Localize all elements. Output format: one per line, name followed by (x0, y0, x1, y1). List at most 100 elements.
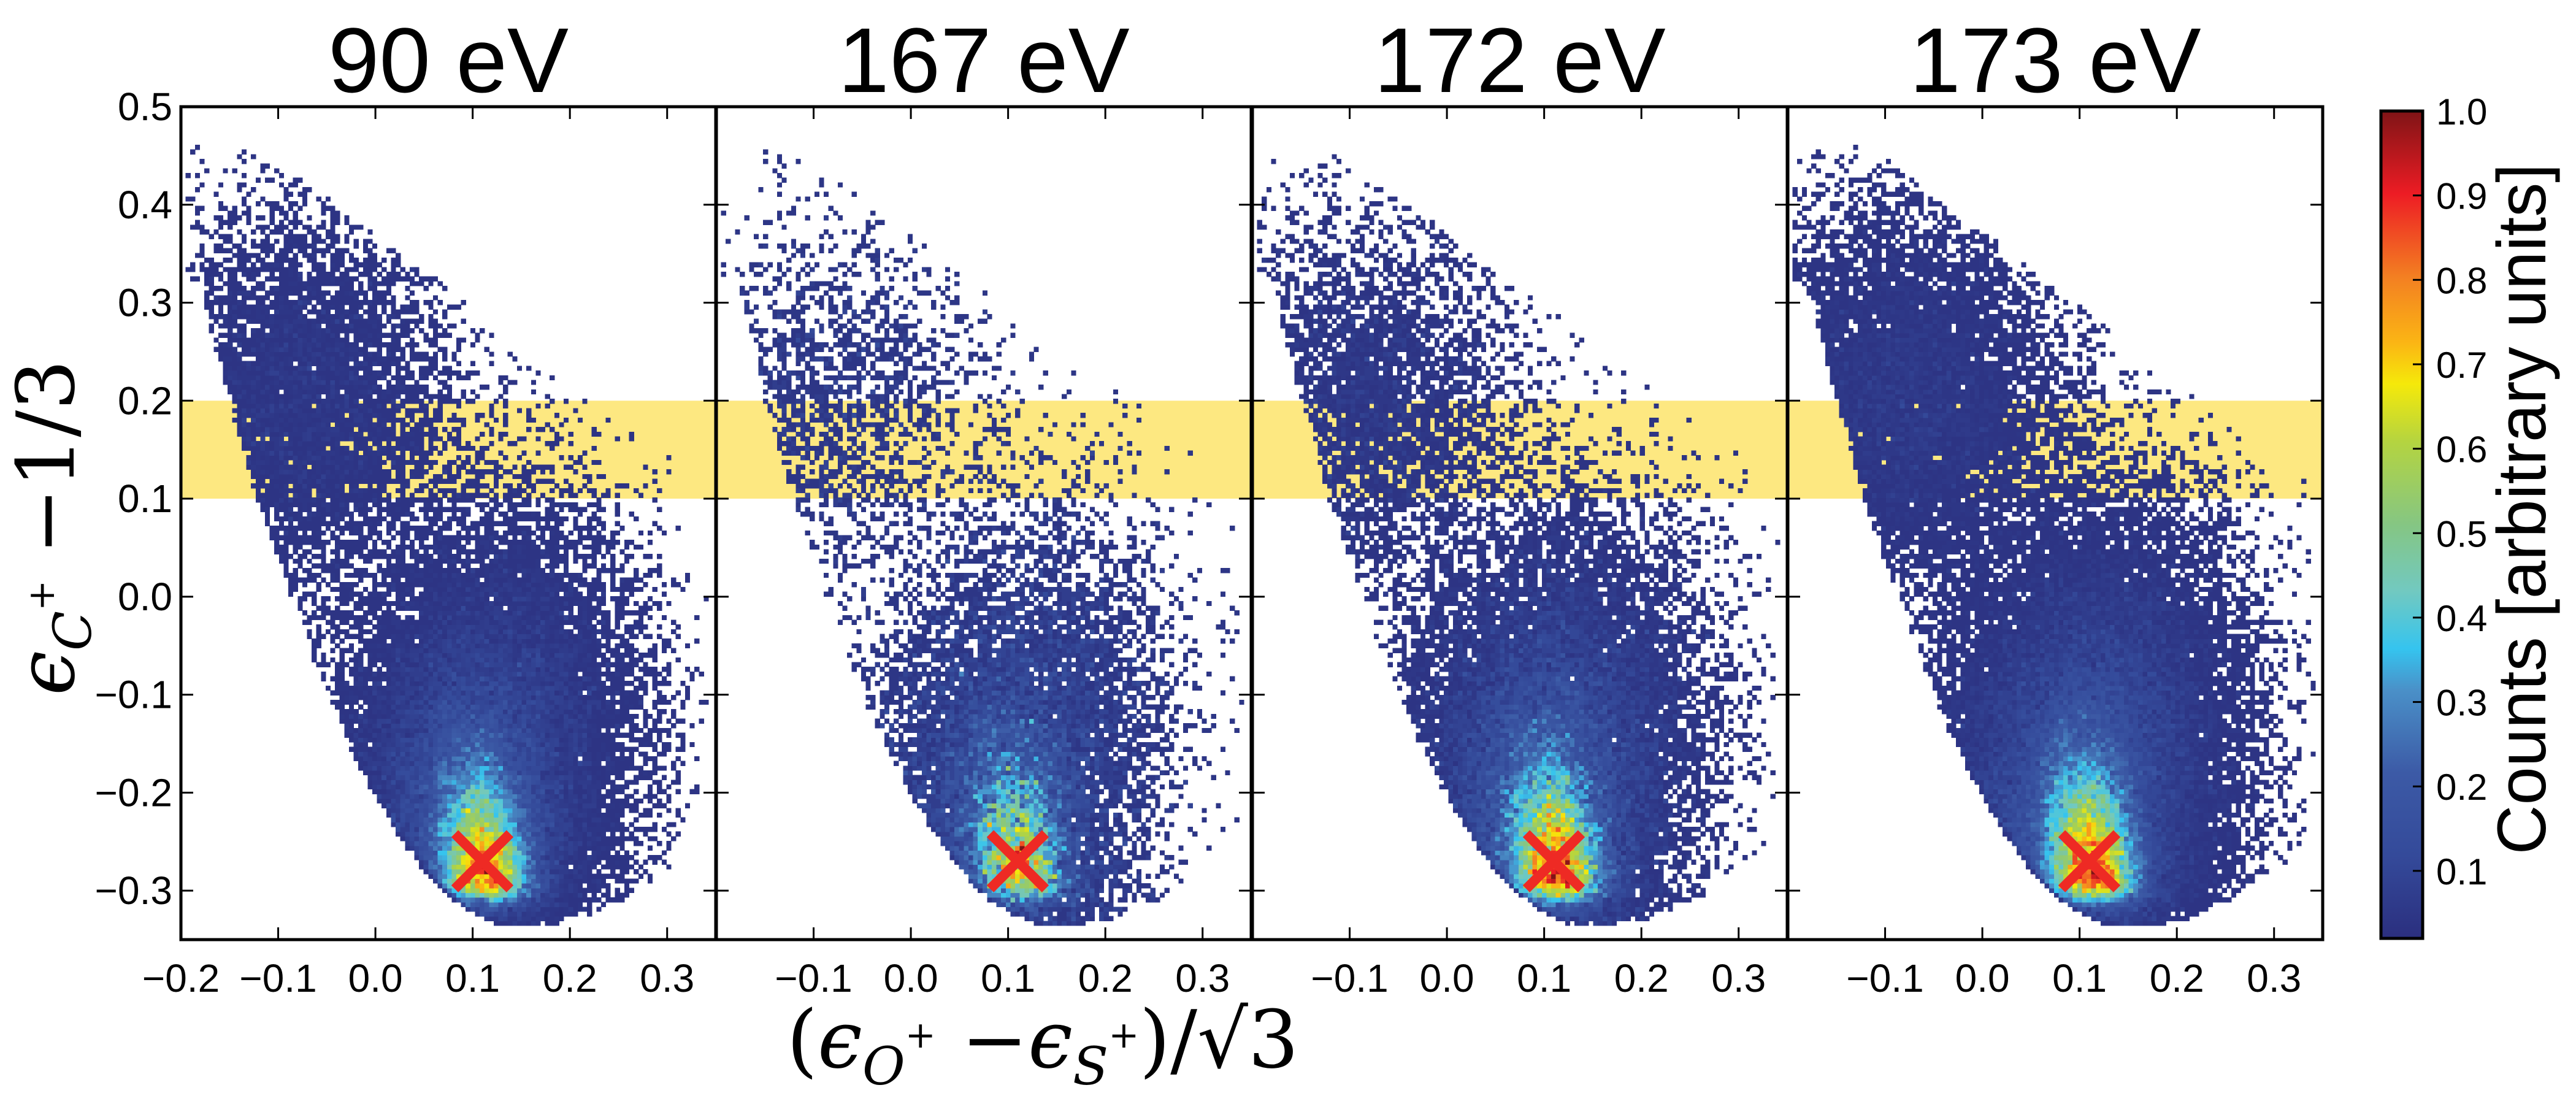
heatmap-bin (550, 808, 554, 813)
heatmap-bin (428, 803, 433, 808)
heatmap-bin (578, 878, 583, 883)
heatmap-bin (475, 897, 480, 902)
heatmap-bin (508, 902, 513, 907)
heatmap-bin (396, 822, 401, 827)
heatmap-bin (470, 827, 475, 832)
heatmap-bin (447, 850, 452, 855)
heatmap-bin (606, 808, 611, 813)
heatmap-bin (540, 902, 545, 907)
heatmap-bin (428, 874, 433, 879)
heatmap-bin (451, 818, 456, 822)
heatmap-bin (573, 855, 578, 860)
heatmap-bin (587, 794, 592, 799)
heatmap-bin (559, 841, 564, 846)
heatmap-bin (503, 892, 508, 897)
heatmap-bin (545, 888, 550, 893)
heatmap-bin (573, 892, 578, 897)
heatmap-bin (526, 794, 531, 799)
heatmap-bin (601, 864, 606, 869)
heatmap-bin (522, 813, 527, 818)
heatmap-bin (522, 883, 527, 888)
heatmap-bin (554, 860, 559, 865)
heatmap-bin (578, 818, 583, 822)
heatmap-bin (512, 902, 517, 907)
heatmap-bin (573, 869, 578, 874)
heatmap-bin (526, 892, 531, 897)
heatmap-bin (545, 869, 550, 874)
heatmap-bin (540, 799, 545, 803)
heatmap-bin (475, 818, 480, 822)
heatmap-bin (592, 860, 597, 865)
heatmap-bin (624, 864, 629, 869)
heatmap-bin (433, 818, 438, 822)
heatmap-bin (489, 794, 494, 799)
heatmap-bin (442, 860, 447, 865)
heatmap-bin (499, 803, 504, 808)
heatmap-bin (451, 808, 456, 813)
heatmap-bin (629, 832, 634, 837)
heatmap-bin (401, 818, 405, 822)
heatmap-bin (517, 897, 522, 902)
heatmap-bin (494, 794, 499, 799)
heatmap-bin (540, 803, 545, 808)
heatmap-bin (648, 813, 653, 818)
heatmap-bin (470, 799, 475, 803)
heatmap-bin (606, 813, 611, 818)
heatmap-bin (475, 832, 480, 837)
heatmap-bin (489, 883, 494, 888)
heatmap-bin (442, 789, 447, 794)
heatmap-bin (573, 822, 578, 827)
heatmap-bin (522, 846, 527, 851)
heatmap-bin (615, 888, 620, 893)
heatmap-bin (559, 855, 564, 860)
heatmap-bin (648, 836, 653, 841)
heatmap-bin (606, 864, 611, 869)
heatmap-bin (447, 860, 452, 865)
heatmap-bin (522, 869, 527, 874)
heatmap-bin (480, 799, 485, 803)
heatmap-bin (419, 864, 424, 869)
heatmap-bin (592, 813, 597, 818)
heatmap-bin (499, 911, 504, 916)
heatmap-bin (396, 794, 401, 799)
heatmap-bin (559, 846, 564, 851)
heatmap-bin (447, 794, 452, 799)
heatmap-bin (569, 794, 573, 799)
heatmap-bin (596, 907, 601, 911)
heatmap-bin (526, 846, 531, 851)
heatmap-bin (653, 822, 657, 827)
heatmap-bin (592, 808, 597, 813)
heatmap-bin (564, 850, 569, 855)
heatmap-bin (489, 888, 494, 893)
heatmap-bin (676, 832, 681, 837)
heatmap-bin (554, 916, 559, 921)
heatmap-bin (624, 888, 629, 893)
heatmap-bin (494, 883, 499, 888)
heatmap-bin (535, 911, 540, 916)
heatmap-bin (629, 808, 634, 813)
heatmap-bin (559, 897, 564, 902)
heatmap-bin (503, 855, 508, 860)
heatmap-bin (499, 888, 504, 893)
heatmap-bin (573, 827, 578, 832)
heatmap-bin (550, 897, 554, 902)
heatmap-bin (485, 883, 489, 888)
heatmap-bin (475, 841, 480, 846)
heatmap-bin (410, 803, 415, 808)
heatmap-bin (428, 799, 433, 803)
heatmap-bin (475, 878, 480, 883)
heatmap-bin (485, 897, 489, 902)
heatmap-bin (587, 897, 592, 902)
heatmap-bin (428, 808, 433, 813)
heatmap-bin (522, 822, 527, 827)
heatmap-bin (578, 897, 583, 902)
heatmap-bin (578, 813, 583, 818)
heatmap-bin (451, 874, 456, 879)
heatmap-bin (540, 794, 545, 799)
heatmap-bin (624, 827, 629, 832)
heatmap-bin (480, 878, 485, 883)
heatmap-bin (485, 827, 489, 832)
heatmap-bin (494, 813, 499, 818)
heatmap-bin (601, 818, 606, 822)
heatmap-bin (456, 822, 461, 827)
